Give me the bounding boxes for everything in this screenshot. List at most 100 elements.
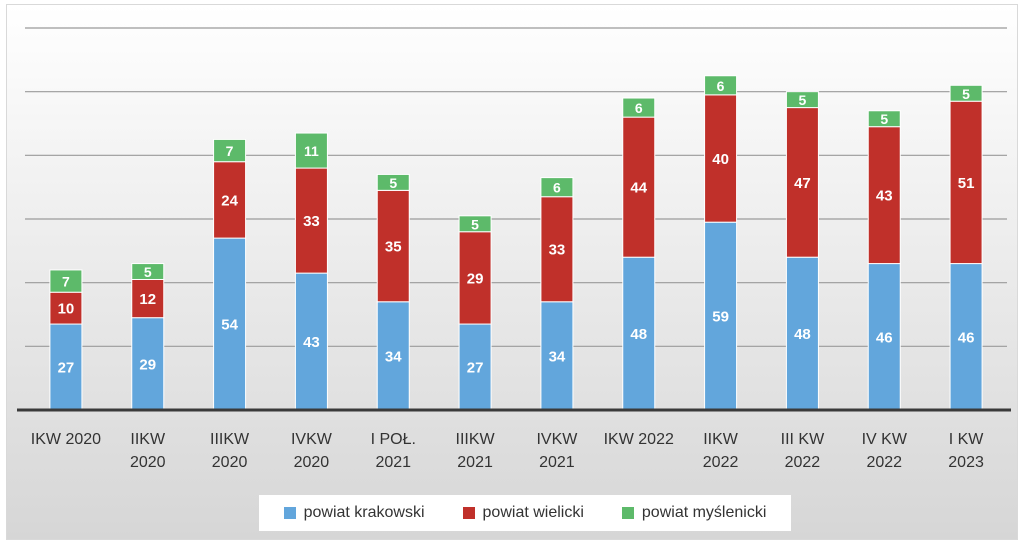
bar-segment (131, 317, 165, 411)
legend-label-myslenicki: powiat myślenicki (641, 504, 767, 521)
x-tick-label: I POŁ. (371, 431, 416, 448)
legend-item-myslenicki: powiat myślenicki (621, 504, 767, 522)
data-label: 24 (221, 192, 238, 209)
bar-segment (785, 107, 819, 258)
x-tick-label: 2021 (539, 454, 575, 471)
bar-segment (49, 291, 83, 325)
data-label: 54 (221, 317, 238, 334)
bar-segment (867, 110, 901, 128)
x-tick-label: 2022 (703, 454, 739, 471)
legend-swatch-krakowski (283, 507, 296, 519)
legend-label-krakowski: powiat krakowski (303, 504, 425, 521)
chart-background (7, 5, 1017, 539)
data-label: 12 (139, 291, 156, 308)
x-tick-label: 2020 (212, 454, 248, 471)
bar-segment (213, 237, 247, 411)
bar-segment (294, 272, 328, 411)
bars: 27 10 7 29 12 5 54 24 7 43 33 11 34 35 5 27 29 5 34 33 6 48 44… (49, 75, 983, 411)
data-label: 29 (139, 356, 156, 373)
stacked-bar-chart: 27 10 7 29 12 5 54 24 7 43 33 11 34 35 5 27 29 5 34 33 6 48 44… (7, 5, 1017, 539)
x-tick-label: IVKW (536, 431, 578, 448)
bar-segment (704, 75, 738, 96)
data-label: 47 (794, 175, 811, 192)
x-tick-label: III KW (781, 431, 825, 448)
x-axis: IKW 2020 IIKW 2020 IIIKW 2020 IVKW 2020 I POŁ. 2… (17, 408, 1011, 471)
data-label: 44 (630, 180, 647, 197)
bar-segment (785, 91, 819, 109)
x-tick-label: 2022 (785, 454, 821, 471)
data-label: 40 (712, 151, 729, 168)
x-tick-label: 2021 (375, 454, 411, 471)
data-label: 48 (794, 326, 811, 343)
data-label: 5 (799, 92, 807, 108)
data-label: 6 (717, 78, 725, 94)
data-label: 46 (958, 329, 975, 346)
x-tick-label: IIKW (703, 431, 739, 448)
data-label: 43 (876, 188, 893, 205)
bar-segment (867, 126, 901, 265)
bar-segment (949, 84, 983, 102)
x-tick-label: 2022 (866, 454, 902, 471)
bar-segment (131, 263, 165, 280)
data-label: 27 (58, 360, 75, 377)
legend: powiat krakowski powiat wielicki powiat … (259, 495, 791, 531)
data-label: 7 (62, 274, 70, 290)
x-tick-label: 2020 (294, 454, 330, 471)
data-label: 10 (58, 301, 75, 318)
x-tick-label: IKW 2020 (31, 431, 101, 448)
legend-item-wielicki: powiat wielicki (462, 504, 584, 522)
bar-segment (376, 189, 410, 303)
bar-segment (540, 177, 574, 198)
bar-segment (540, 301, 574, 411)
x-tick-label: IVKW (291, 431, 333, 448)
data-label: 35 (385, 239, 402, 256)
x-tick-label: 2020 (130, 454, 166, 471)
bar-segment (49, 323, 83, 411)
legend-swatch-myslenicki (621, 507, 634, 519)
bar-segment (49, 269, 83, 293)
data-label: 34 (385, 348, 402, 365)
data-label: 51 (958, 175, 975, 192)
data-label: 48 (630, 326, 647, 343)
data-label: 46 (876, 329, 893, 346)
data-label: 5 (962, 86, 970, 102)
data-label: 33 (549, 242, 566, 259)
gridlines (25, 27, 1007, 347)
data-label: 5 (389, 175, 397, 191)
data-label: 29 (467, 270, 484, 287)
data-label: 7 (226, 143, 234, 159)
x-tick-label: IV KW (862, 431, 908, 448)
data-label: 34 (549, 348, 566, 365)
legend-item-krakowski: powiat krakowski (283, 504, 425, 522)
bar-segment (376, 173, 410, 191)
x-tick-label: 2023 (948, 454, 984, 471)
data-label: 11 (304, 143, 319, 159)
x-tick-label: I KW (949, 431, 985, 448)
bar-segment (704, 94, 738, 223)
bar-segment (213, 138, 247, 163)
data-label: 33 (303, 213, 320, 230)
data-label: 5 (880, 111, 888, 127)
bar-segment (785, 256, 819, 411)
data-label: 5 (471, 216, 479, 232)
bar-segment (458, 215, 492, 233)
legend-swatch-wielicki (462, 507, 475, 519)
data-label: 59 (712, 309, 729, 326)
bar-segment (622, 97, 656, 118)
x-tick-label: IIKW (130, 431, 166, 448)
data-label: 43 (303, 334, 320, 351)
x-tick-label: IIIKW (210, 431, 250, 448)
x-tick-label: IKW 2022 (604, 431, 674, 448)
data-label: 6 (635, 100, 643, 116)
x-tick-label: 2021 (457, 454, 493, 471)
bar-segment (294, 132, 328, 169)
data-label: 6 (553, 180, 561, 196)
bar-segment (622, 116, 656, 258)
data-label: 27 (467, 360, 484, 377)
chart-frame: 27 10 7 29 12 5 54 24 7 43 33 11 34 35 5 27 29 5 34 33 6 48 44… (6, 4, 1018, 540)
bar-segment (458, 323, 492, 411)
legend-label-wielicki: powiat wielicki (482, 504, 584, 521)
x-tick-label: IIIKW (456, 431, 496, 448)
bar-segment (131, 278, 165, 319)
data-label: 5 (144, 264, 152, 280)
